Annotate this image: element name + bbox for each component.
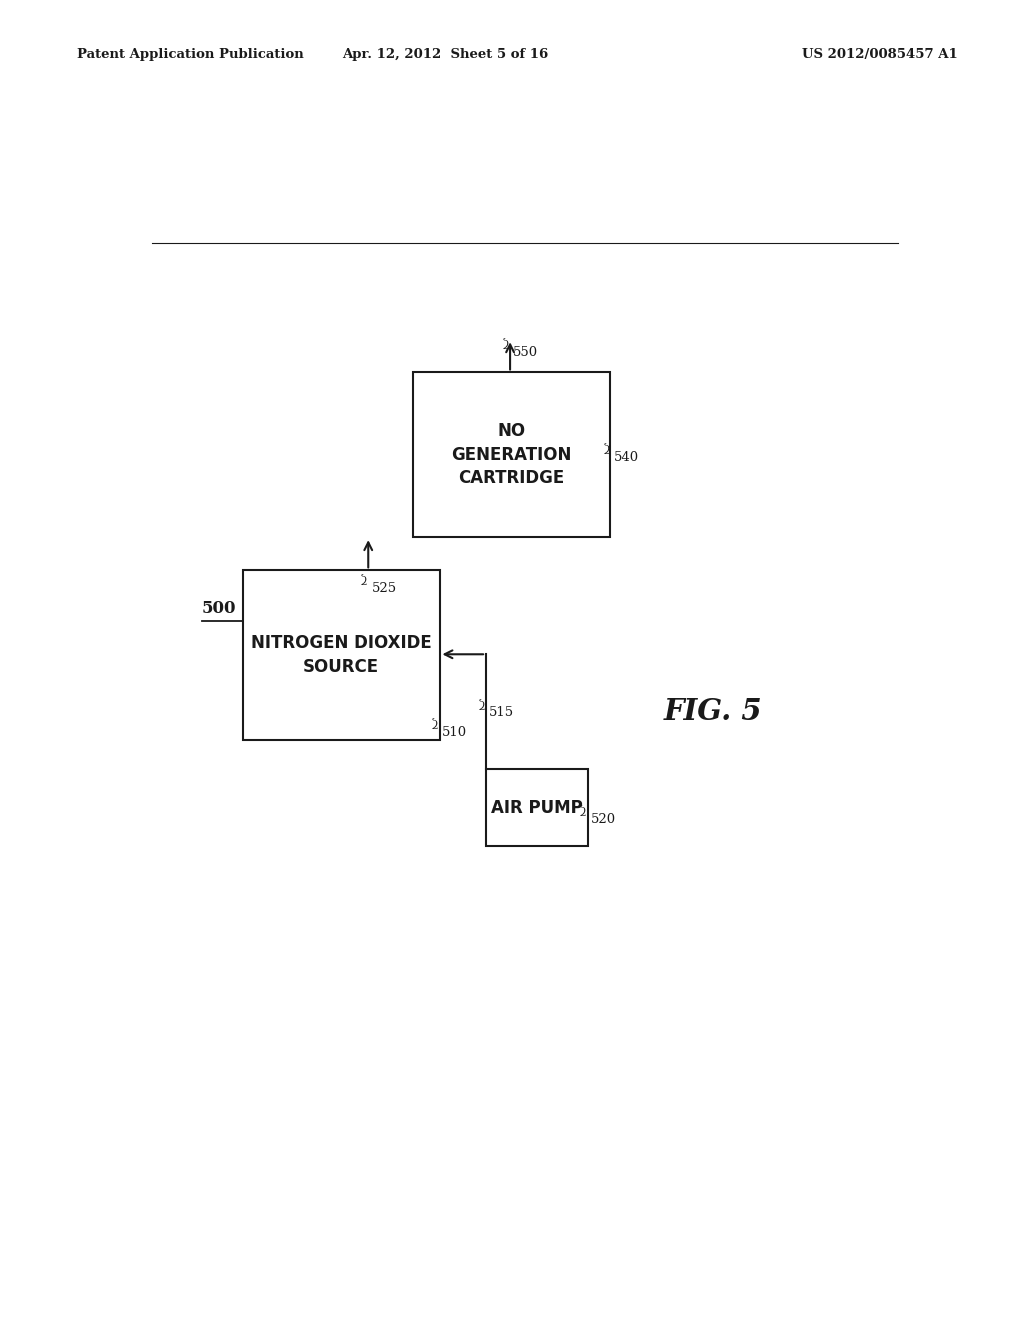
Text: 500: 500 <box>202 601 237 618</box>
Text: ζ: ζ <box>478 697 484 708</box>
Text: 525: 525 <box>372 582 396 594</box>
Text: 515: 515 <box>489 706 514 719</box>
Text: ζ: ζ <box>431 715 437 727</box>
Text: ζ: ζ <box>580 803 586 814</box>
Text: AIR PUMP: AIR PUMP <box>490 799 583 817</box>
Text: ζ: ζ <box>360 572 367 583</box>
Text: 540: 540 <box>614 450 639 463</box>
Text: Patent Application Publication: Patent Application Publication <box>77 48 303 61</box>
Text: ζ: ζ <box>603 441 609 451</box>
Text: Apr. 12, 2012  Sheet 5 of 16: Apr. 12, 2012 Sheet 5 of 16 <box>342 48 549 61</box>
Text: NO
GENERATION
CARTRIDGE: NO GENERATION CARTRIDGE <box>452 422 571 487</box>
Text: 510: 510 <box>442 726 467 739</box>
Text: NITROGEN DIOXIDE
SOURCE: NITROGEN DIOXIDE SOURCE <box>251 634 431 676</box>
Bar <box>243 570 439 739</box>
Text: 550: 550 <box>513 346 539 359</box>
Bar <box>414 372 610 537</box>
Text: 520: 520 <box>591 813 615 825</box>
Text: US 2012/0085457 A1: US 2012/0085457 A1 <box>802 48 957 61</box>
Text: FIG. 5: FIG. 5 <box>664 697 763 726</box>
Bar <box>486 770 588 846</box>
Text: ζ: ζ <box>503 337 509 347</box>
